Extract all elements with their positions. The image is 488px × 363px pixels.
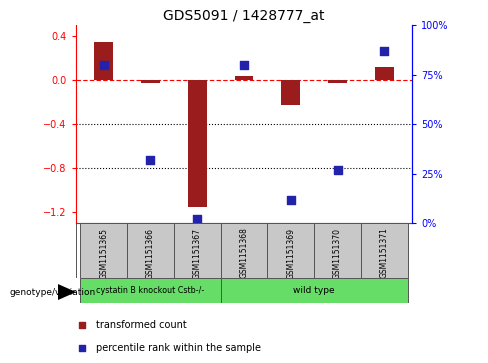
- Bar: [314, 223, 361, 278]
- Point: [193, 216, 201, 222]
- Bar: [267, 223, 314, 278]
- Bar: [235, 76, 253, 80]
- Text: genotype/variation: genotype/variation: [10, 288, 96, 297]
- Text: transformed count: transformed count: [96, 321, 186, 330]
- Point: [334, 167, 342, 173]
- Bar: [174, 223, 221, 278]
- Bar: [361, 223, 407, 278]
- Title: GDS5091 / 1428777_at: GDS5091 / 1428777_at: [163, 9, 325, 23]
- Point: [301, 24, 309, 30]
- Bar: [81, 223, 127, 278]
- Bar: [127, 223, 174, 278]
- Text: GSM1151371: GSM1151371: [380, 228, 389, 278]
- Point: [240, 62, 248, 68]
- Text: percentile rank within the sample: percentile rank within the sample: [96, 343, 261, 352]
- Point: [287, 197, 295, 203]
- Text: cystatin B knockout Cstb-/-: cystatin B knockout Cstb-/-: [96, 286, 204, 295]
- Point: [100, 62, 108, 68]
- Bar: [94, 42, 113, 80]
- Text: GSM1151368: GSM1151368: [240, 228, 248, 278]
- Bar: [221, 223, 267, 278]
- Point: [381, 48, 388, 54]
- Text: GSM1151367: GSM1151367: [193, 228, 202, 278]
- Bar: [375, 67, 394, 80]
- Text: wild type: wild type: [293, 286, 335, 295]
- Bar: [141, 80, 160, 82]
- Text: GSM1151370: GSM1151370: [333, 228, 342, 278]
- Point: [301, 226, 309, 232]
- Text: GSM1151365: GSM1151365: [99, 228, 108, 278]
- Bar: [328, 80, 347, 82]
- Polygon shape: [58, 284, 76, 300]
- Bar: [221, 278, 407, 303]
- Bar: [282, 80, 300, 105]
- Text: GSM1151369: GSM1151369: [286, 228, 295, 278]
- Text: GSM1151366: GSM1151366: [146, 228, 155, 278]
- Bar: [81, 278, 221, 303]
- Point: [146, 157, 154, 163]
- Bar: [188, 80, 206, 207]
